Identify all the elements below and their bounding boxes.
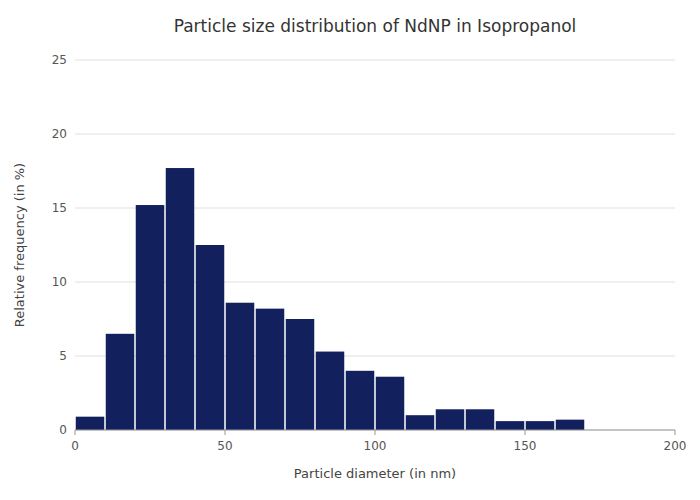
x-tick-label: 0 [71,439,79,453]
x-tick-label: 100 [364,439,387,453]
bar [436,409,465,430]
grid [75,60,675,430]
bar [196,245,225,430]
x-tick-label: 150 [514,439,537,453]
title: Particle size distribution of NdNP in Is… [174,16,577,36]
y-tick-label: 5 [59,349,67,363]
x-tick-label: 50 [217,439,232,453]
grid-line [75,134,675,135]
x-tick [375,430,376,435]
bar [346,371,375,430]
bar [556,420,585,430]
bar [316,352,345,430]
bar [226,303,255,430]
bar [496,421,525,430]
y-tick-label: 25 [52,53,67,67]
grid-line [75,208,675,209]
grid-line [75,60,675,61]
x-tick [225,430,226,435]
y-tick-label: 10 [52,275,67,289]
chart: 0 5 10 15 20 25 0 50 100 150 200 Particle size dist… [0,0,700,500]
bar [76,417,105,430]
x-tick [525,430,526,435]
bar [286,319,315,430]
bar [166,168,195,430]
y-tick-label: 0 [59,423,67,437]
grid-line [75,282,675,283]
bar [136,205,165,430]
bar [376,377,405,430]
bar [466,409,495,430]
bar [406,415,435,430]
bar [106,334,135,430]
bars [76,168,585,430]
x-tick [75,430,76,435]
x-tick [675,430,676,435]
y-tick-label: 20 [52,127,67,141]
x-axis-label: Particle diameter (in nm) [294,466,456,481]
y-tick-label: 15 [52,201,67,215]
x-tick-label: 200 [664,439,687,453]
bar [526,421,555,430]
grid-line [75,356,675,357]
y-axis-label: Relative frequency (in %) [12,163,27,327]
bar [256,309,285,430]
